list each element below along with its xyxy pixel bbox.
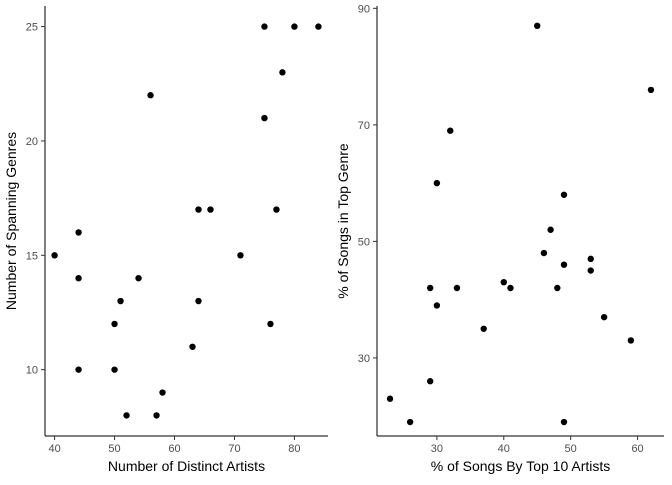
data-point xyxy=(273,206,280,213)
y-tick-label: 20 xyxy=(26,136,38,148)
data-point xyxy=(75,274,82,282)
data-point xyxy=(267,320,274,328)
y-tick-label: 10 xyxy=(26,365,38,377)
data-point xyxy=(386,395,394,402)
left-y-axis-title: Number of Spanning Genres xyxy=(3,132,19,310)
data-point xyxy=(75,229,82,236)
right-y-axis-title: % of Songs in Top Genre xyxy=(335,143,351,299)
data-point xyxy=(406,418,414,426)
data-point xyxy=(111,320,118,328)
data-point xyxy=(627,337,635,344)
data-point xyxy=(480,325,487,332)
data-point xyxy=(279,69,286,76)
data-point xyxy=(560,191,568,198)
data-point xyxy=(433,302,441,309)
y-tick-label: 25 xyxy=(26,22,38,34)
data-point xyxy=(540,249,548,257)
data-point xyxy=(153,412,160,419)
data-point xyxy=(507,284,514,292)
data-point xyxy=(123,412,130,419)
data-point xyxy=(195,206,202,213)
right-x-axis-title: % of Songs By Top 10 Artists xyxy=(431,458,611,474)
data-point xyxy=(207,206,214,213)
y-tick-label: 90 xyxy=(358,3,370,15)
x-tick-label: 40 xyxy=(48,443,60,455)
left-x-axis-title: Number of Distinct Artists xyxy=(108,458,265,474)
x-tick-label: 40 xyxy=(498,443,510,455)
data-point xyxy=(600,313,608,321)
data-point xyxy=(189,343,196,350)
x-tick-label: 30 xyxy=(431,443,443,455)
data-point xyxy=(291,23,298,30)
data-point xyxy=(587,255,594,263)
data-point xyxy=(447,127,454,134)
x-tick-label: 50 xyxy=(565,443,577,455)
data-point xyxy=(500,278,507,286)
data-point xyxy=(433,179,441,187)
data-point xyxy=(117,297,124,305)
data-point xyxy=(534,22,541,30)
x-tick-label: 80 xyxy=(288,443,300,455)
x-tick-label: 60 xyxy=(168,443,180,455)
data-point xyxy=(261,114,268,122)
data-point xyxy=(647,86,655,94)
data-point xyxy=(560,261,568,268)
data-point xyxy=(195,297,202,305)
data-point xyxy=(426,378,434,385)
x-tick-label: 60 xyxy=(631,443,643,455)
data-point xyxy=(147,92,154,99)
data-point xyxy=(547,226,554,233)
data-point xyxy=(315,23,322,30)
data-point xyxy=(453,284,461,292)
data-point xyxy=(426,284,434,292)
data-point xyxy=(111,366,118,373)
data-point xyxy=(261,23,268,30)
data-point xyxy=(560,418,568,426)
y-tick-label: 30 xyxy=(358,353,370,365)
data-point xyxy=(587,267,594,274)
y-tick-label: 15 xyxy=(26,250,38,262)
y-tick-label: 50 xyxy=(358,236,370,248)
y-tick-label: 70 xyxy=(358,120,370,132)
data-point xyxy=(51,252,58,259)
data-point xyxy=(237,252,244,259)
x-tick-label: 50 xyxy=(108,443,120,455)
left-scatter-panel: 40 50 60 70 80 10 15 20 25 Number of Distinct Art… xyxy=(3,6,328,474)
right-scatter-panel: 30 40 50 60 30 50 70 90 % of Songs By Top 10 Art… xyxy=(335,3,664,474)
data-point xyxy=(135,274,142,282)
data-point xyxy=(75,366,82,373)
data-point xyxy=(554,284,561,292)
data-point xyxy=(159,389,166,396)
x-tick-label: 70 xyxy=(228,443,240,455)
